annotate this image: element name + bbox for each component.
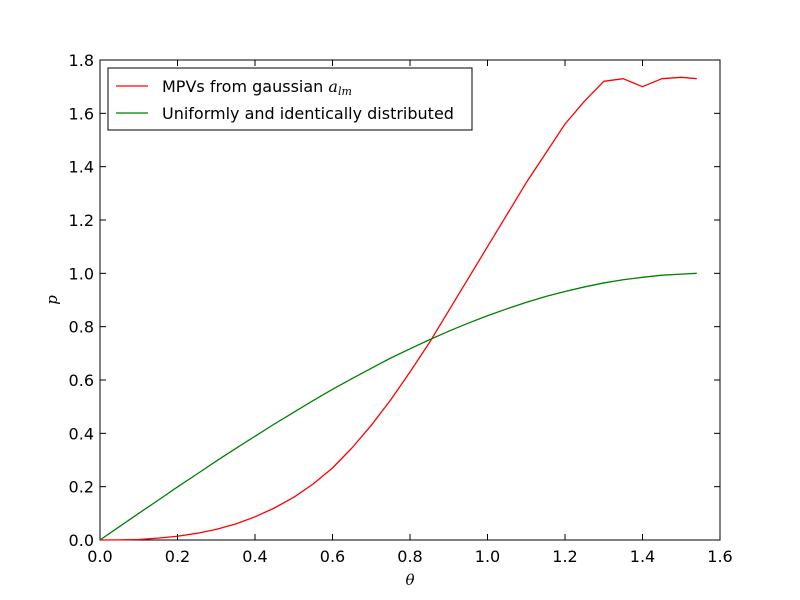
x-tick-label: 0.2: [165, 547, 190, 566]
y-axis-label: p: [43, 295, 61, 305]
x-tick-label: 1.6: [707, 547, 732, 566]
legend-box: [107, 67, 473, 131]
y-tick-label: 1.4: [69, 158, 94, 177]
plot-area: [99, 59, 721, 541]
y-tick-label: 1.2: [69, 211, 94, 230]
x-tick-label: 1.2: [552, 547, 577, 566]
y-tick-label: 1.0: [69, 264, 94, 283]
series-line-mpv: [99, 76, 697, 541]
y-tick-label: 0.4: [69, 424, 94, 443]
series-line-uniform: [99, 272, 697, 541]
x-tick-label: 0.8: [397, 547, 422, 566]
y-tick-label: 0.2: [69, 478, 94, 497]
x-tick-label: 0.6: [320, 547, 345, 566]
legend: MPVs from gaussian alm Uniformly and ide…: [107, 67, 473, 131]
legend-label-uniform: Uniformly and identically distributed: [162, 104, 454, 123]
legend-label-mpv: MPVs from gaussian alm: [162, 77, 352, 98]
y-tick-label: 0.0: [69, 531, 94, 550]
x-tick-label: 1.4: [630, 547, 655, 566]
x-tick-label: 0.0: [87, 547, 112, 566]
x-tick-label: 1.0: [475, 547, 500, 566]
axis-ticks: [99, 59, 721, 541]
y-tick-label: 0.8: [69, 318, 94, 337]
axis-tick-labels: 0.0 0.2 0.4 0.6 0.8 1.0 1.2 1.4 1.6 0.0 0.2 0.4 0.6 0…: [69, 51, 733, 566]
x-axis-label: θ: [405, 571, 414, 589]
y-tick-label: 0.6: [69, 371, 94, 390]
x-tick-label: 0.4: [242, 547, 267, 566]
y-tick-label: 1.6: [69, 104, 94, 123]
y-tick-label: 1.8: [69, 51, 94, 70]
series-lines: [99, 76, 697, 541]
